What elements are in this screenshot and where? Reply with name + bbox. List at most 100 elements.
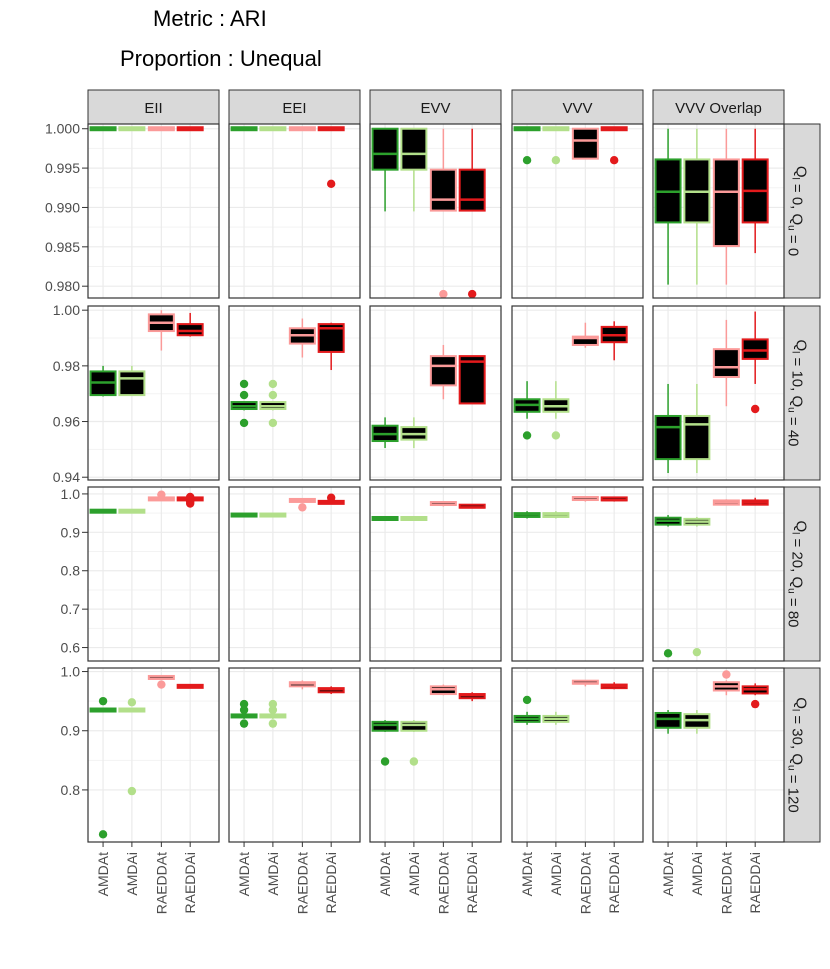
column-strip (87, 89, 220, 125)
box (118, 370, 146, 397)
row-strip-label: Ql = 20, Qu = 80 (785, 520, 810, 627)
y-tick-label: 0.995 (45, 160, 80, 176)
panel (87, 667, 220, 843)
outlier-point (268, 390, 278, 400)
box (176, 323, 204, 337)
panel-border (369, 123, 502, 299)
y-tick-label: 1.000 (45, 121, 80, 137)
outlier-point (380, 757, 390, 766)
outlier-point (268, 379, 278, 389)
panel-border (652, 667, 785, 843)
x-tick-label: RAEDDAi (747, 852, 763, 913)
x-tick-label: AMDAi (548, 852, 564, 896)
panel-background (229, 668, 360, 842)
outlier-point (692, 647, 702, 657)
x-tick-label: AMDAi (124, 852, 140, 896)
x-tick-label: RAEDDAt (577, 852, 593, 914)
outlier-point (239, 418, 249, 428)
outlier-point (157, 490, 166, 499)
panel (87, 305, 220, 481)
x-tick-label: RAEDDAt (718, 852, 734, 914)
panel-border (511, 667, 644, 843)
y-tick-label: 1.0 (61, 486, 81, 502)
x-tick-label: RAEDDAt (153, 852, 169, 914)
panel (87, 123, 220, 299)
panel (228, 486, 361, 662)
box (654, 414, 682, 461)
outlier-point (268, 418, 278, 428)
box (371, 720, 399, 732)
outlier-point (439, 289, 448, 299)
panel-border (369, 305, 502, 481)
chart-title-proportion: Proportion : Unequal (120, 46, 322, 71)
x-tick-label: AMDAi (265, 852, 281, 896)
panel-border (511, 486, 644, 662)
row-strip-label: Ql = 0, Qu = 0 (785, 166, 810, 256)
panel (369, 667, 502, 843)
panel (652, 123, 785, 299)
panel-border (652, 305, 785, 481)
box (458, 168, 486, 212)
outlier-point (326, 493, 336, 502)
box (683, 414, 711, 461)
y-tick-label: 0.8 (61, 563, 81, 579)
column-strip-label: EEI (282, 100, 306, 117)
panel (511, 123, 644, 299)
box (712, 158, 740, 248)
box (458, 355, 486, 405)
panel-border (87, 305, 220, 481)
panel-border (87, 123, 220, 299)
x-tick-label: RAEDDAi (182, 852, 198, 913)
panel-border (228, 123, 361, 299)
panel (652, 667, 785, 843)
panel (369, 305, 502, 481)
outlier-point (98, 696, 108, 706)
panel-border (228, 667, 361, 843)
y-tick-label: 0.8 (61, 782, 81, 798)
outlier-point (185, 492, 195, 502)
panel (87, 486, 220, 662)
outlier-point (326, 179, 336, 189)
outlier-point (551, 156, 561, 165)
outlier-point (239, 699, 249, 709)
panel (228, 667, 361, 843)
outlier-point (522, 156, 532, 165)
outlier-point (157, 680, 166, 689)
outlier-point (551, 431, 561, 440)
panel-border (652, 123, 785, 299)
y-tick-label: 1.0 (61, 664, 81, 680)
column-strip (228, 89, 361, 125)
y-tick-label: 1.00 (53, 302, 80, 318)
y-tick-label: 0.9 (61, 524, 81, 540)
outlier-point (467, 289, 477, 299)
outlier-point (239, 719, 249, 728)
outlier-point (127, 786, 137, 796)
panel-border (87, 667, 220, 843)
outlier-point (663, 649, 673, 658)
outlier-point (298, 503, 307, 512)
column-strip-label: EVV (420, 100, 450, 117)
outlier-point (127, 698, 137, 707)
panel (652, 305, 785, 481)
outlier-point (609, 156, 619, 165)
row-strip (782, 667, 821, 843)
panel-background (512, 668, 643, 842)
box (429, 355, 457, 387)
outlier-point (750, 699, 760, 709)
panel-border (369, 667, 502, 843)
panel (228, 305, 361, 481)
panel-border (511, 305, 644, 481)
panel (369, 486, 502, 662)
column-strip (511, 89, 644, 125)
y-tick-label: 0.96 (53, 414, 80, 430)
column-strip-label: VVV (562, 100, 592, 117)
box (712, 348, 740, 378)
outlier-point (268, 705, 278, 715)
panel-background (88, 668, 219, 842)
panel (511, 667, 644, 843)
x-tick-label: RAEDDAi (606, 852, 622, 913)
row-strip-label: Ql = 10, Qu = 40 (785, 339, 810, 446)
y-tick-label: 0.6 (61, 640, 81, 656)
x-tick-label: AMDAt (377, 852, 393, 896)
box (429, 168, 457, 212)
